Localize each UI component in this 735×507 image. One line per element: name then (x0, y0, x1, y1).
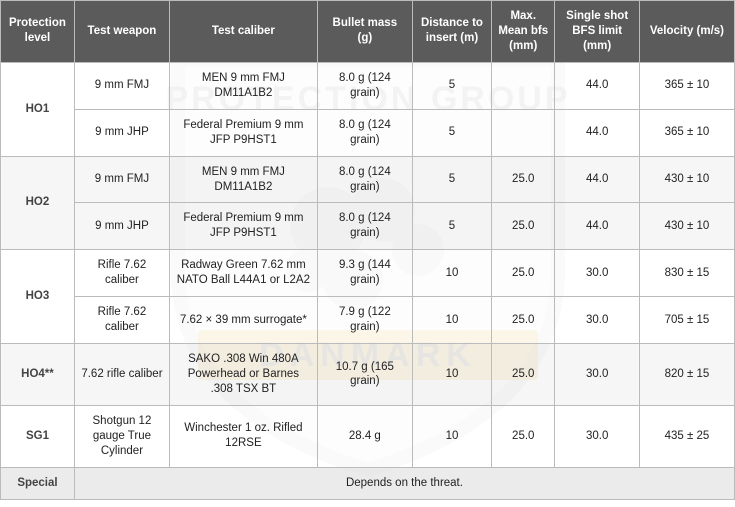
velocity-cell: 705 ± 15 (639, 297, 734, 344)
table-row: HO3Rifle 7.62 caliberRadway Green 7.62 m… (1, 250, 735, 297)
th-single-shot-bfs: Single shot BFS limit (mm) (555, 1, 639, 63)
protection-level-cell: SG1 (1, 405, 75, 467)
single-shot-bfs-cell: 30.0 (555, 297, 639, 344)
table-row: HO4**7.62 rifle caliberSAKO .308 Win 480… (1, 344, 735, 406)
max-mean-bfs-cell: 25.0 (492, 405, 555, 467)
max-mean-bfs-cell (492, 109, 555, 156)
max-mean-bfs-cell: 25.0 (492, 297, 555, 344)
max-mean-bfs-cell: 25.0 (492, 250, 555, 297)
protection-level-cell: HO1 (1, 62, 75, 156)
single-shot-bfs-cell: 44.0 (555, 203, 639, 250)
protection-level-cell: HO3 (1, 250, 75, 344)
single-shot-bfs-cell: 30.0 (555, 405, 639, 467)
single-shot-bfs-cell: 44.0 (555, 156, 639, 203)
bullet-mass-cell: 8.0 g (124 grain) (317, 109, 412, 156)
distance-cell: 5 (412, 203, 491, 250)
th-bullet-mass: Bullet mass (g) (317, 1, 412, 63)
bullet-mass-cell: 8.0 g (124 grain) (317, 203, 412, 250)
special-row: SpecialDepends on the threat. (1, 467, 735, 499)
velocity-cell: 820 ± 15 (639, 344, 734, 406)
test-caliber-cell: SAKO .308 Win 480A Powerhead or Barnes .… (169, 344, 317, 406)
test-weapon-cell: Rifle 7.62 caliber (74, 250, 169, 297)
protection-level-cell: HO2 (1, 156, 75, 250)
single-shot-bfs-cell: 44.0 (555, 62, 639, 109)
max-mean-bfs-cell: 25.0 (492, 203, 555, 250)
bullet-mass-cell: 10.7 g (165 grain) (317, 344, 412, 406)
velocity-cell: 435 ± 25 (639, 405, 734, 467)
test-weapon-cell: 9 mm FMJ (74, 156, 169, 203)
test-caliber-cell: Federal Premium 9 mm JFP P9HST1 (169, 203, 317, 250)
test-weapon-cell: Shotgun 12 gauge True Cylinder (74, 405, 169, 467)
bullet-mass-cell: 8.0 g (124 grain) (317, 62, 412, 109)
velocity-cell: 430 ± 10 (639, 156, 734, 203)
bullet-mass-cell: 7.9 g (122 grain) (317, 297, 412, 344)
table-row: SG1Shotgun 12 gauge True CylinderWinches… (1, 405, 735, 467)
test-caliber-cell: MEN 9 mm FMJ DM11A1B2 (169, 156, 317, 203)
max-mean-bfs-cell: 25.0 (492, 344, 555, 406)
velocity-cell: 365 ± 10 (639, 109, 734, 156)
distance-cell: 10 (412, 344, 491, 406)
single-shot-bfs-cell: 44.0 (555, 109, 639, 156)
single-shot-bfs-cell: 30.0 (555, 250, 639, 297)
bullet-mass-cell: 28.4 g (317, 405, 412, 467)
test-weapon-cell: 9 mm JHP (74, 203, 169, 250)
th-velocity: Velocity (m/s) (639, 1, 734, 63)
table-row: HO29 mm FMJMEN 9 mm FMJ DM11A1B28.0 g (1… (1, 156, 735, 203)
distance-cell: 10 (412, 405, 491, 467)
test-caliber-cell: Radway Green 7.62 mm NATO Ball L44A1 or … (169, 250, 317, 297)
max-mean-bfs-cell: 25.0 (492, 156, 555, 203)
special-label: Special (1, 467, 75, 499)
table-body: HO19 mm FMJMEN 9 mm FMJ DM11A1B28.0 g (1… (1, 62, 735, 499)
th-distance: Distance to insert (m) (412, 1, 491, 63)
table-row: 9 mm JHPFederal Premium 9 mm JFP P9HST18… (1, 109, 735, 156)
th-max-mean-bfs: Max. Mean bfs (mm) (492, 1, 555, 63)
distance-cell: 5 (412, 156, 491, 203)
velocity-cell: 365 ± 10 (639, 62, 734, 109)
test-weapon-cell: Rifle 7.62 caliber (74, 297, 169, 344)
test-weapon-cell: 7.62 rifle caliber (74, 344, 169, 406)
max-mean-bfs-cell (492, 62, 555, 109)
velocity-cell: 830 ± 15 (639, 250, 734, 297)
distance-cell: 10 (412, 297, 491, 344)
table-row: Rifle 7.62 caliber7.62 × 39 mm surrogate… (1, 297, 735, 344)
distance-cell: 5 (412, 62, 491, 109)
table-header: Protection level Test weapon Test calibe… (1, 1, 735, 63)
test-caliber-cell: Winchester 1 oz. Rifled 12RSE (169, 405, 317, 467)
test-weapon-cell: 9 mm FMJ (74, 62, 169, 109)
th-test-weapon: Test weapon (74, 1, 169, 63)
bullet-mass-cell: 8.0 g (124 grain) (317, 156, 412, 203)
table-row: HO19 mm FMJMEN 9 mm FMJ DM11A1B28.0 g (1… (1, 62, 735, 109)
protection-level-cell: HO4** (1, 344, 75, 406)
th-test-caliber: Test caliber (169, 1, 317, 63)
distance-cell: 10 (412, 250, 491, 297)
table-row: 9 mm JHPFederal Premium 9 mm JFP P9HST18… (1, 203, 735, 250)
distance-cell: 5 (412, 109, 491, 156)
test-caliber-cell: MEN 9 mm FMJ DM11A1B2 (169, 62, 317, 109)
test-caliber-cell: 7.62 × 39 mm surrogate* (169, 297, 317, 344)
bullet-mass-cell: 9.3 g (144 grain) (317, 250, 412, 297)
test-weapon-cell: 9 mm JHP (74, 109, 169, 156)
single-shot-bfs-cell: 30.0 (555, 344, 639, 406)
test-caliber-cell: Federal Premium 9 mm JFP P9HST1 (169, 109, 317, 156)
protection-table: Protection level Test weapon Test calibe… (0, 0, 735, 500)
special-text: Depends on the threat. (74, 467, 734, 499)
velocity-cell: 430 ± 10 (639, 203, 734, 250)
th-protection-level: Protection level (1, 1, 75, 63)
